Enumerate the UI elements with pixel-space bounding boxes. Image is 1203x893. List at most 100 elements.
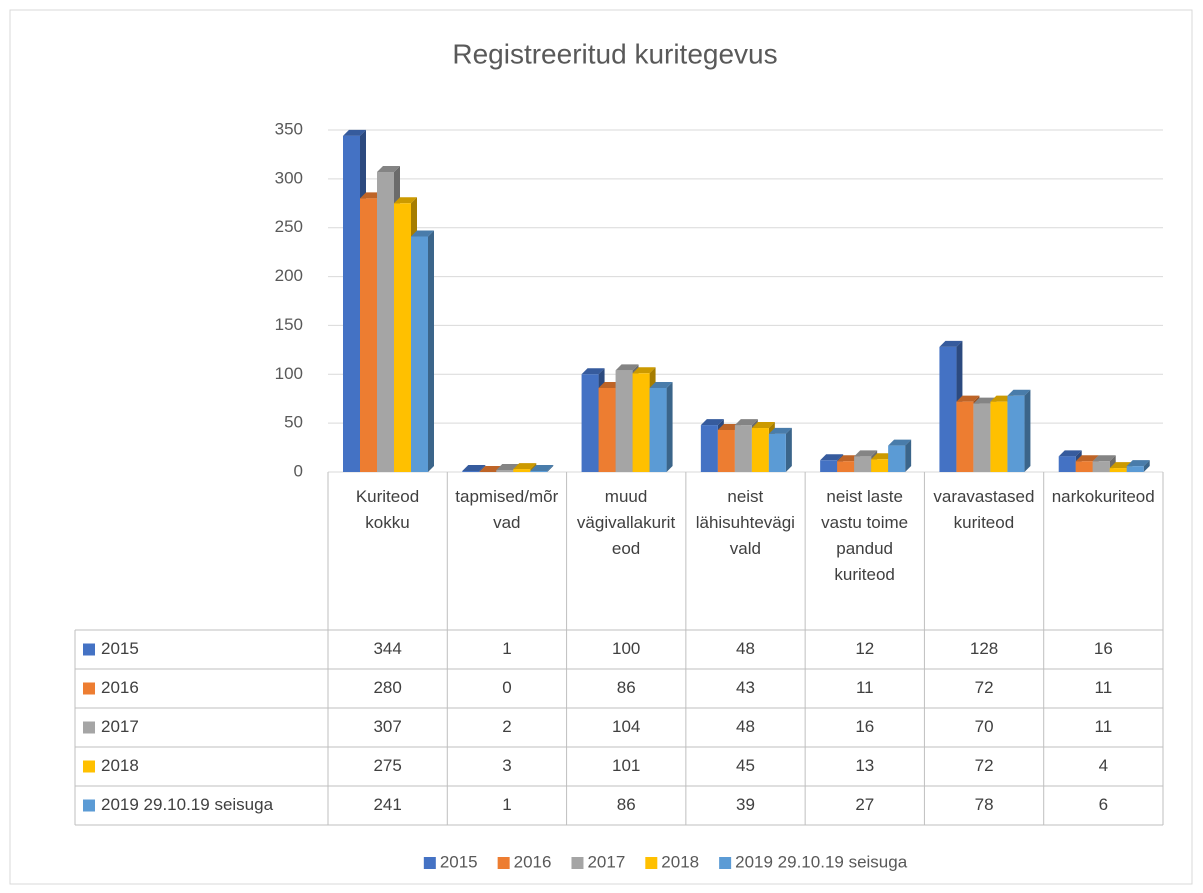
table-cell: 70 [975,717,994,736]
bar [973,403,991,472]
bar [598,387,616,472]
table-cell: 72 [975,678,994,697]
bar-side [785,427,792,472]
bar [632,373,650,472]
legend-key [719,857,732,869]
bar [888,445,906,472]
table-row-header: 2015 [101,639,139,658]
bar-top [632,367,656,374]
bar-top [1007,389,1031,396]
table-cell: 1 [502,639,511,658]
bar-top [820,454,844,461]
table-cell: 16 [1094,639,1113,658]
bar [1109,468,1127,472]
bar-side [547,465,554,472]
y-tick-label: 0 [294,461,303,480]
y-tick-label: 50 [284,413,303,432]
bar-side [905,439,912,472]
category-label: neist laste vastu toime pandud kuriteod [821,487,909,584]
bar-top [496,464,520,471]
bar [854,456,872,472]
table-cell: 344 [373,639,401,658]
bar [530,471,548,472]
table-cell: 11 [856,678,874,697]
bar-top [394,197,417,204]
bar [649,387,667,472]
table-cell: 241 [373,795,401,814]
bar-top [1058,450,1082,457]
table-cell: 86 [617,795,636,814]
category-label: muud vägivallakuriteod [576,487,676,558]
legend-label: 2015 [440,852,478,871]
category-label: tapmised/mõrvad [455,487,559,532]
bar-top [513,463,537,470]
legend: 2015 2016 2017 2018 2019 29.10.19 seisuga [423,852,908,871]
table-cell: 12 [855,639,874,658]
bar [1058,456,1076,472]
table-cell: 2 [502,717,511,736]
table-cell: 86 [617,678,636,697]
bar [768,433,786,472]
category-label: narkokuriteod [1051,487,1155,506]
legend-key [497,857,510,869]
y-tick-label: 250 [275,217,303,236]
table-cell: 101 [612,756,640,775]
table-cell: 45 [736,756,755,775]
bar-side [1143,460,1150,472]
bar [820,460,838,472]
table-cell: 0 [502,678,511,697]
y-tick-label: 200 [275,266,303,285]
bar-top [581,368,605,375]
table-cell: 72 [975,756,994,775]
bar-top [700,419,724,426]
table-cell: 3 [502,756,511,775]
bar-top [377,166,400,173]
legend-label: 2018 [661,852,699,871]
y-tick-label: 150 [275,315,303,334]
y-tick-label: 350 [275,119,303,138]
table-cell: 100 [612,639,640,658]
table-legend-key [83,799,95,812]
bar-top [615,364,639,371]
bar [956,401,974,472]
bar [990,401,1008,472]
bar-top [530,465,554,472]
bar-top [751,422,775,429]
table-cell: 1 [502,795,511,814]
bar [513,469,531,472]
table-legend-key [83,643,95,656]
category-label: varavastased kuriteod [933,487,1035,532]
bar [751,428,769,472]
table-row-header: 2019 29.10.19 seisuga [101,795,274,814]
y-tick-label: 100 [275,364,303,383]
table-row-header: 2018 [101,756,139,775]
bar-top [734,419,758,426]
bar-top [462,465,486,472]
table-legend-key [83,760,95,773]
category-label: Kuriteod kokku [355,487,420,532]
bar-side [479,465,486,472]
bar [394,203,411,473]
table-cell: 11 [1095,678,1113,697]
bar [377,172,394,472]
bar-side [428,230,434,472]
bar-side [1024,389,1031,472]
bar-top [939,340,963,347]
table-legend-key [83,721,95,734]
table-cell: 13 [855,756,874,775]
bar-side [666,381,673,472]
chart-title: Registreeritud kuritegevus [452,38,777,69]
table-cell: 11 [1095,717,1113,736]
table-cell: 43 [736,678,755,697]
table-row-header: 2016 [101,678,139,697]
bar-top [649,381,673,388]
table-cell: 6 [1099,795,1108,814]
bar-top [343,129,366,136]
bar [581,374,599,472]
bar-top [1092,455,1116,462]
bar [1092,461,1110,472]
legend-label: 2016 [514,852,552,871]
bar [360,198,377,472]
